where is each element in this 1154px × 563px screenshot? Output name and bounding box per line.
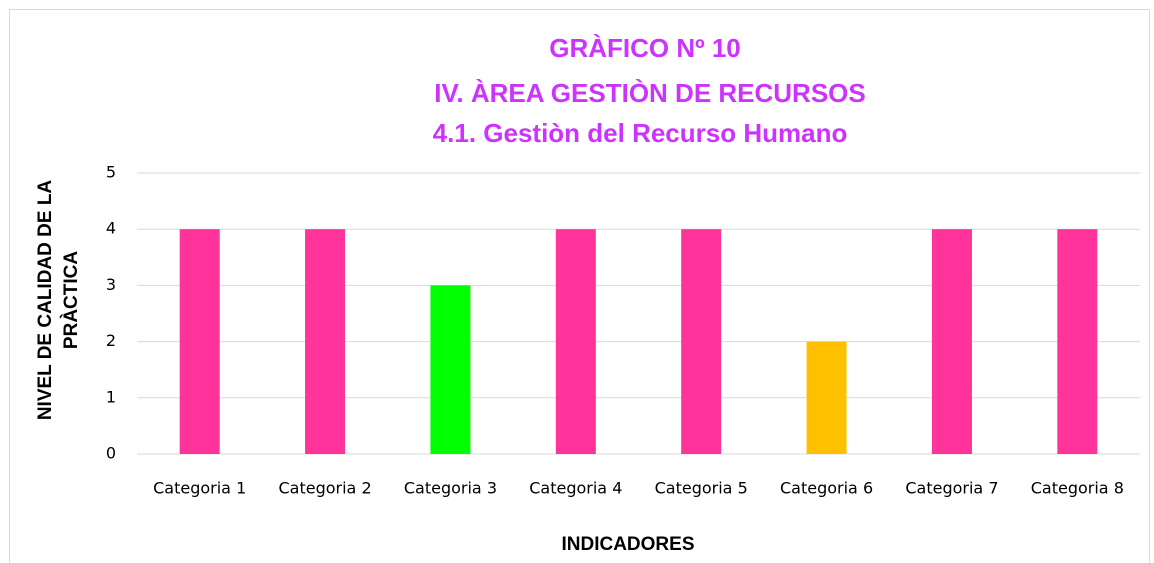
chart-title: IV. ÀREA GESTIÒN DE RECURSOS xyxy=(434,78,866,108)
bar xyxy=(430,285,471,454)
y-axis-label: PRÀCTICA xyxy=(60,251,82,349)
bar xyxy=(305,229,346,454)
chart-title: 4.1. Gestiòn del Recurso Humano xyxy=(433,118,848,148)
x-tick-label: Categoria 5 xyxy=(655,479,748,498)
x-tick-label: Categoria 2 xyxy=(278,479,371,498)
x-tick-label: Categoria 7 xyxy=(905,479,998,498)
chart-title: GRÀFICO Nº 10 xyxy=(549,33,741,63)
y-tick-label: 1 xyxy=(106,387,116,406)
y-tick-label: 4 xyxy=(106,219,116,238)
x-tick-label: Categoria 8 xyxy=(1031,479,1124,498)
y-tick-label: 0 xyxy=(106,444,116,463)
bar xyxy=(1057,229,1098,454)
bar xyxy=(555,229,596,454)
x-tick-label: Categoria 4 xyxy=(529,479,622,498)
bar xyxy=(179,229,220,454)
bar xyxy=(681,229,722,454)
x-axis-label: INDICADORES xyxy=(561,534,694,555)
y-tick-label: 2 xyxy=(106,331,116,350)
x-tick-label: Categoria 6 xyxy=(780,479,873,498)
y-axis-label: NIVEL DE CALIDAD DE LA xyxy=(35,180,56,421)
bar xyxy=(806,341,847,454)
y-tick-label: 3 xyxy=(106,275,116,294)
x-tick-label: Categoria 1 xyxy=(153,479,246,498)
x-tick-label: Categoria 3 xyxy=(404,479,497,498)
bar xyxy=(931,229,972,454)
y-tick-label: 5 xyxy=(106,163,116,182)
